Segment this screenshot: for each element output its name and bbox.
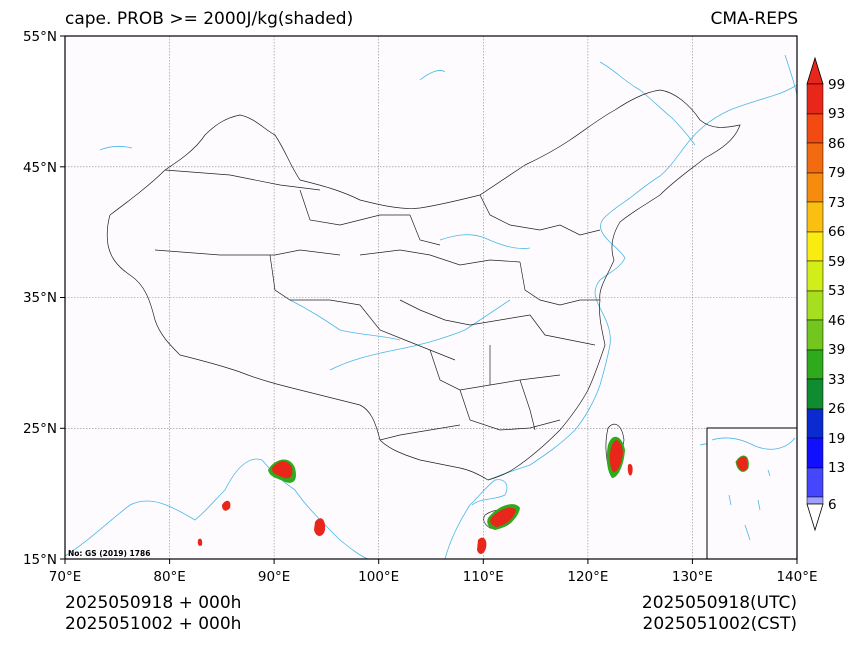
colorbar-label: 39 bbox=[828, 342, 845, 358]
colorbar-label: 66 bbox=[828, 224, 845, 240]
colorbar-swatch bbox=[806, 496, 824, 505]
colorbar-label: 19 bbox=[828, 431, 845, 447]
valid-time-cst: 2025051002(CST) bbox=[642, 614, 797, 634]
colorbar-swatch bbox=[806, 290, 824, 321]
lat-tick-label: 35°N bbox=[23, 290, 57, 306]
init-time-cst: 2025051002 + 000h bbox=[65, 614, 242, 634]
lat-tick-label: 55°N bbox=[23, 29, 57, 45]
lat-tick-label: 25°N bbox=[23, 421, 57, 437]
colorbar-swatch bbox=[806, 378, 824, 410]
lat-tick-label: 45°N bbox=[23, 160, 57, 176]
colorbar-swatch bbox=[806, 113, 824, 144]
colorbar-label: 79 bbox=[828, 165, 845, 181]
valid-time-utc: 2025050918(UTC) bbox=[641, 593, 797, 613]
lon-tick-label: 140°E bbox=[776, 569, 817, 585]
colorbar-swatch bbox=[806, 349, 824, 380]
colorbar-swatch bbox=[806, 408, 824, 439]
colorbar-label: 33 bbox=[828, 372, 845, 388]
lon-axis: 70°E 80°E 90°E 100°E 110°E 120°E 130°E 1… bbox=[49, 559, 818, 585]
forecast-time-left: 2025050918 + 000h 2025051002 + 000h bbox=[65, 593, 241, 635]
boundaries bbox=[106, 89, 741, 481]
colorbar-label: 53 bbox=[828, 283, 845, 299]
colorbar: 99 93 86 79 73 66 59 53 46 39 33 26 19 1… bbox=[806, 56, 845, 532]
colorbar-label: 59 bbox=[828, 254, 845, 270]
colorbar-label: 99 bbox=[828, 77, 845, 93]
colorbar-label: 86 bbox=[828, 136, 845, 152]
colorbar-swatch bbox=[806, 319, 824, 351]
colorbar-label: 73 bbox=[828, 195, 845, 211]
map-title: cape. PROB >= 2000J/kg(shaded) bbox=[65, 9, 354, 29]
init-time-utc: 2025050918 + 000h bbox=[65, 593, 242, 613]
gridlines bbox=[65, 36, 797, 559]
lat-axis: 55°N 45°N 35°N 25°N 15°N bbox=[23, 29, 65, 568]
lon-tick-label: 110°E bbox=[463, 569, 504, 585]
lon-tick-label: 70°E bbox=[49, 569, 81, 585]
lon-tick-label: 120°E bbox=[567, 569, 608, 585]
lon-tick-label: 130°E bbox=[672, 569, 713, 585]
colorbar-label: 46 bbox=[828, 313, 845, 329]
forecast-time-right: 2025050918(UTC) 2025051002(CST) bbox=[642, 593, 797, 635]
colorbar-extend-bottom bbox=[806, 503, 824, 532]
colorbar-label: 13 bbox=[828, 460, 845, 476]
colorbar-swatch bbox=[806, 467, 824, 498]
lon-tick-label: 90°E bbox=[258, 569, 290, 585]
colorbar-label: 93 bbox=[828, 106, 845, 122]
colorbar-swatch bbox=[806, 83, 824, 115]
colorbar-label: 26 bbox=[828, 401, 845, 417]
colorbar-label: 6 bbox=[828, 497, 837, 513]
lon-tick-label: 80°E bbox=[153, 569, 185, 585]
model-name: CMA-REPS bbox=[710, 9, 798, 29]
map-approval-note: No: GS (2019) 1786 bbox=[68, 549, 150, 558]
colorbar-swatch bbox=[806, 437, 824, 469]
colorbar-swatch bbox=[806, 142, 824, 174]
probability-shading bbox=[197, 430, 797, 554]
colorbar-extend-top bbox=[806, 56, 824, 85]
colorbar-swatch bbox=[806, 231, 824, 262]
inset-map bbox=[706, 427, 797, 559]
lon-tick-label: 100°E bbox=[358, 569, 399, 585]
colorbar-swatch bbox=[806, 260, 824, 292]
lat-tick-label: 15°N bbox=[23, 552, 57, 568]
colorbar-swatch bbox=[806, 201, 824, 233]
colorbar-swatch bbox=[806, 172, 824, 203]
